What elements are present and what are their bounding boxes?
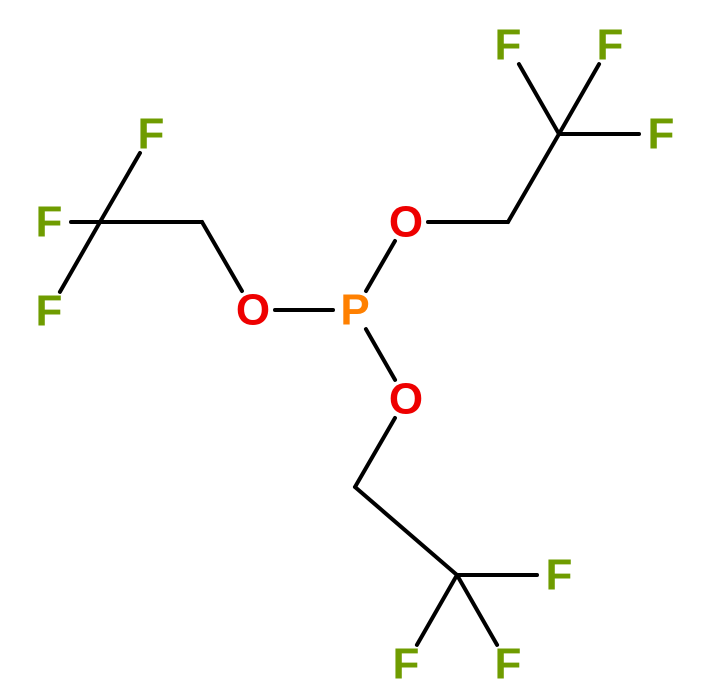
atom-O: O: [389, 198, 423, 247]
atom-F: F: [36, 287, 63, 336]
atom-F: F: [495, 640, 522, 680]
atom-F: F: [648, 110, 675, 159]
atom-F: F: [546, 551, 573, 600]
atom-O: O: [389, 375, 423, 424]
atom-O: O: [236, 286, 270, 335]
canvas-background: [0, 0, 713, 680]
atom-F: F: [36, 198, 63, 247]
molecule-diagram: POOOFFFFFFFFF: [0, 0, 713, 680]
atom-P: P: [340, 286, 369, 335]
atom-F: F: [495, 21, 522, 70]
atom-F: F: [597, 21, 624, 70]
atom-F: F: [393, 640, 420, 680]
atom-F: F: [138, 110, 165, 159]
